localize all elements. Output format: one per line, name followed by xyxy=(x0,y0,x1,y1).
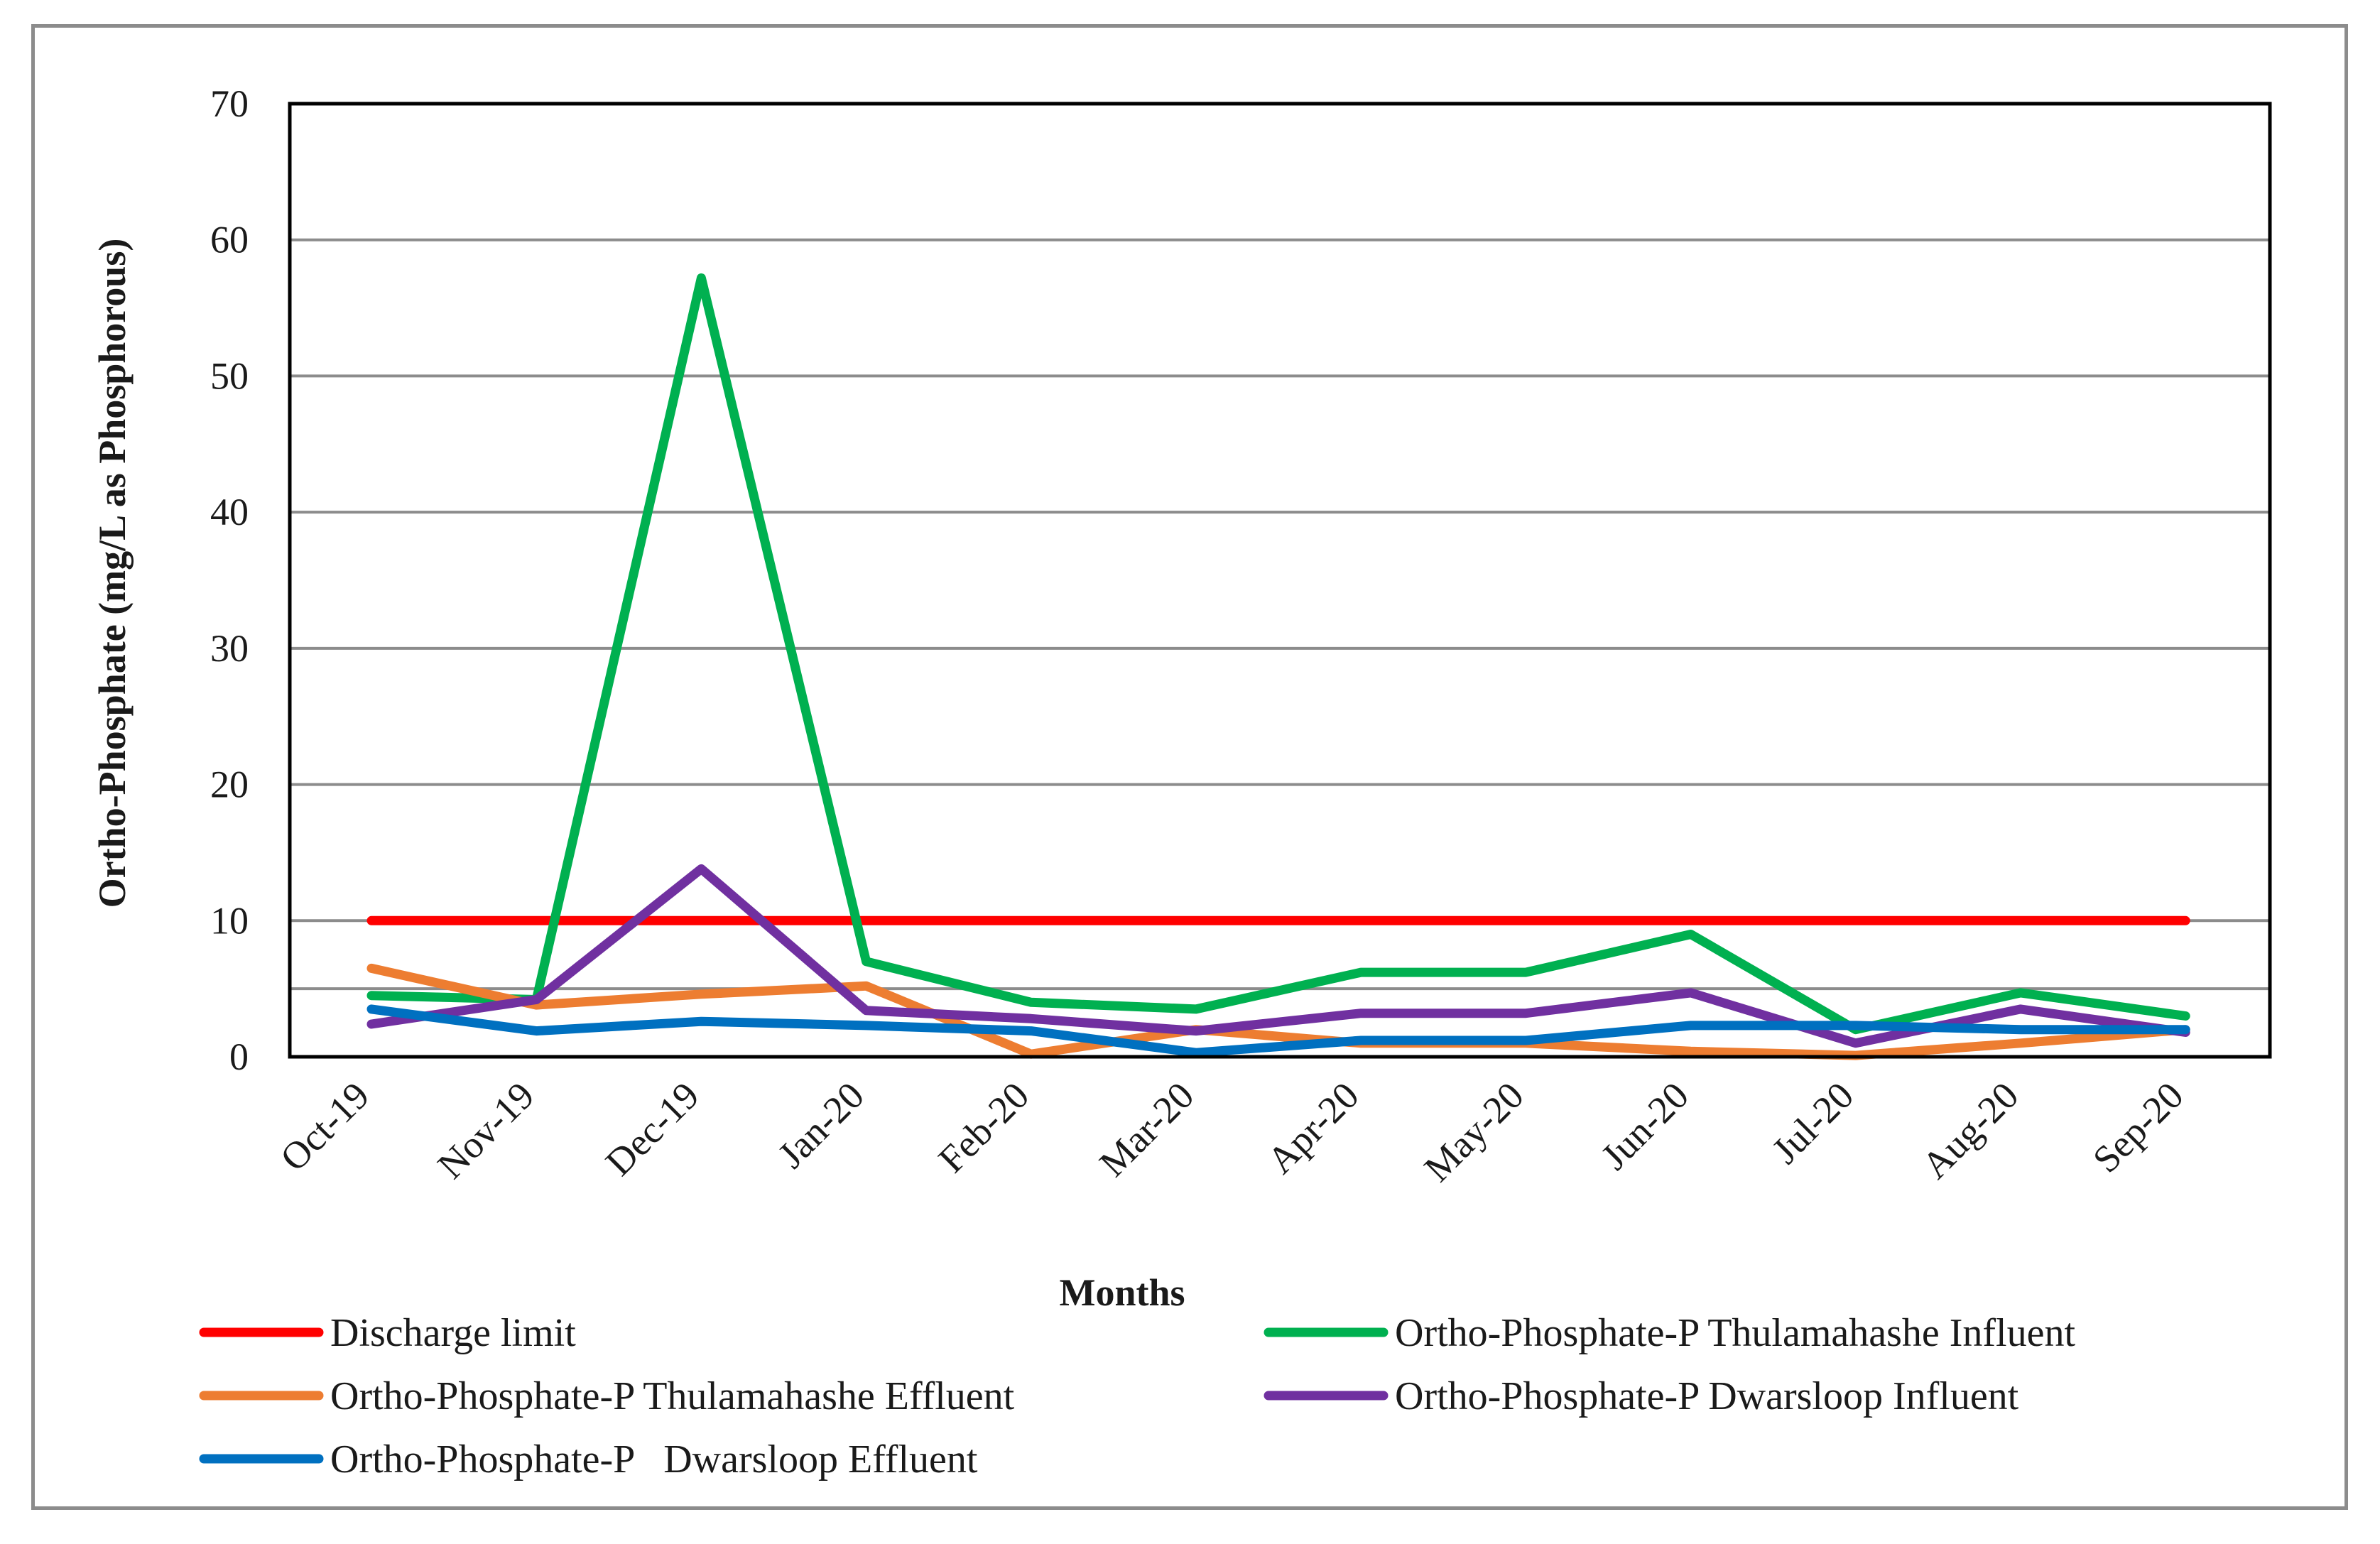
x-tick-label: Nov-19 xyxy=(430,1074,543,1187)
x-tick-label: Feb-20 xyxy=(930,1074,1038,1181)
legend-label-4: Ortho-Phosphate-P Dwarsloop Influent xyxy=(1395,1374,2019,1418)
x-tick-label: Jul-20 xyxy=(1764,1074,1862,1172)
x-tick-label: Jun-20 xyxy=(1593,1074,1697,1178)
y-tick-label: 0 xyxy=(229,1035,249,1078)
legend-label-1: Discharge limit xyxy=(330,1311,576,1355)
legend: Discharge limit Ortho-Phosphate-P Thulama… xyxy=(199,1311,2075,1482)
legend-label-5: Ortho-Phosphate-P Dwarsloop Effluent xyxy=(330,1437,978,1482)
y-tick-label: 10 xyxy=(210,899,249,942)
x-tick-label: May-20 xyxy=(1416,1074,1532,1190)
y-axis-label: Ortho-Phosphate (mg/L as Phosphorous) xyxy=(91,239,134,908)
series-line-4 xyxy=(366,864,2190,1048)
gridlines xyxy=(290,238,2270,991)
x-tick-label: Oct-19 xyxy=(272,1074,377,1179)
y-tick-label: 60 xyxy=(210,219,249,261)
chart-frame xyxy=(31,24,2348,1510)
y-tick-label: 30 xyxy=(210,627,249,670)
legend-label-3: Ortho-Phosphate-P Thulamahashe Effluent xyxy=(330,1374,1015,1418)
y-tick-label: 70 xyxy=(210,82,249,125)
x-tick-label: Dec-19 xyxy=(597,1074,707,1184)
series-line-5 xyxy=(366,1004,2190,1058)
x-axis-label: Months xyxy=(1059,1271,1185,1314)
x-axis-ticks: Oct-19 Nov-19 Dec-19 Jan-20 Feb-20 Mar-20 Apr-… xyxy=(272,1074,2192,1190)
x-tick-label: Sep-20 xyxy=(2085,1074,2192,1181)
series-lines xyxy=(366,273,2190,1060)
x-tick-label: Apr-20 xyxy=(1259,1074,1367,1182)
legend-label-2: Ortho-Phosphate-P Thulamahashe Influent xyxy=(1395,1311,2075,1355)
x-tick-label: Aug-20 xyxy=(1913,1074,2026,1187)
y-tick-label: 40 xyxy=(210,491,249,533)
series-line-3 xyxy=(366,963,2190,1060)
x-tick-label: Mar-20 xyxy=(1091,1074,1202,1185)
y-axis-ticks: 0 10 20 30 40 50 60 70 xyxy=(210,82,249,1078)
y-tick-label: 20 xyxy=(210,763,249,806)
y-tick-label: 50 xyxy=(210,354,249,397)
plot-area-border xyxy=(288,102,2272,1059)
x-tick-label: Jan-20 xyxy=(770,1074,872,1176)
